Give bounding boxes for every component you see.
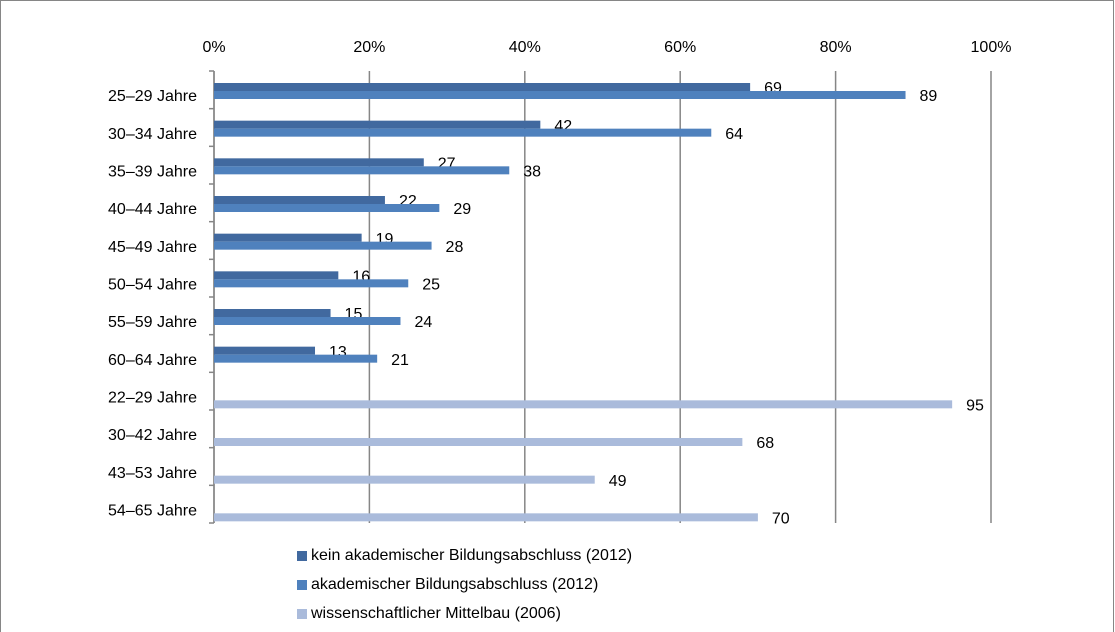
bar [214, 91, 906, 99]
y-tick-label: 45–49 Jahre [108, 239, 197, 256]
data-label: 21 [391, 352, 409, 369]
data-label: 64 [725, 126, 743, 143]
x-tick-label: 80% [820, 39, 852, 56]
data-label: 28 [446, 239, 464, 256]
data-label: 89 [920, 88, 938, 105]
y-tick-label: 60–64 Jahre [108, 352, 197, 369]
legend-swatch [297, 609, 307, 619]
bar [214, 513, 758, 522]
x-tick-label: 20% [353, 39, 385, 56]
legend-label: kein akademischer Bildungsabschluss (201… [311, 547, 632, 564]
legend-label: akademischer Bildungsabschluss (2012) [311, 576, 598, 593]
bar [214, 346, 316, 355]
bar [214, 400, 953, 409]
legend-swatch [297, 580, 307, 590]
y-tick-label: 43–53 Jahre [108, 465, 197, 482]
bar [214, 317, 401, 325]
bar [214, 158, 424, 167]
x-tick-label: 100% [971, 39, 1012, 56]
x-tick-label: 60% [664, 39, 696, 56]
data-label: 70 [772, 511, 790, 528]
bar [214, 271, 339, 280]
x-tick-label: 0% [202, 39, 225, 56]
bar [214, 120, 541, 129]
y-tick-label: 55–59 Jahre [108, 314, 197, 331]
data-label: 24 [414, 314, 432, 331]
bar [214, 354, 378, 363]
bar [214, 241, 432, 250]
bar [214, 233, 362, 242]
data-label: 38 [523, 164, 541, 181]
y-tick-label: 40–44 Jahre [108, 201, 197, 218]
bar [214, 438, 743, 446]
data-label: 29 [453, 201, 471, 218]
y-tick-label: 30–42 Jahre [108, 427, 197, 444]
y-tick-label: 54–65 Jahre [108, 503, 197, 520]
data-label: 95 [966, 398, 984, 415]
bar [214, 166, 510, 175]
bar [214, 128, 712, 137]
bar [214, 196, 385, 204]
bar [214, 309, 331, 317]
y-tick-label: 50–54 Jahre [108, 277, 197, 294]
bar [214, 83, 751, 91]
data-label: 68 [756, 435, 774, 452]
legend-label: wissenschaftlicher Mittelbau (2006) [310, 605, 561, 622]
y-tick-label: 25–29 Jahre [108, 88, 197, 105]
x-tick-label: 40% [509, 39, 541, 56]
y-tick-label: 35–39 Jahre [108, 164, 197, 181]
bar [214, 204, 440, 212]
bar [214, 279, 409, 288]
data-label: 49 [609, 473, 627, 490]
y-tick-label: 30–34 Jahre [108, 126, 197, 143]
data-label: 25 [422, 277, 440, 294]
legend-swatch [297, 551, 307, 561]
y-tick-label: 22–29 Jahre [108, 390, 197, 407]
bar [214, 475, 595, 484]
